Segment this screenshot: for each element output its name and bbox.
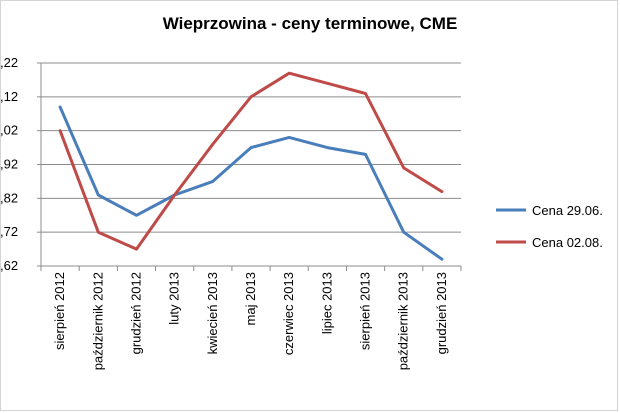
y-tick-label: ,62 [0, 258, 18, 273]
legend-label-2: Cena 02.08. [532, 235, 603, 250]
y-tick-label: ,92 [0, 157, 18, 172]
x-tick-label: luty 2013 [167, 272, 182, 325]
x-tick-label: sierpień 2012 [52, 272, 67, 350]
legend-label-1: Cena 29.06. [532, 203, 603, 218]
series-line-2 [58, 71, 444, 251]
y-tick-label: ,72 [0, 224, 18, 239]
x-tick-label: grudzień 2012 [128, 272, 143, 354]
x-tick-label: październik 2012 [90, 272, 105, 370]
x-tick-label: sierpień 2013 [358, 272, 373, 350]
x-tick-label: październik 2013 [396, 272, 411, 370]
x-tick-label: lipiec 2013 [319, 272, 334, 334]
y-tick-label: ,02 [0, 123, 18, 138]
x-tick-label: grudzień 2013 [434, 272, 449, 354]
x-tick-label: maj 2013 [243, 272, 258, 325]
y-tick-label: ,82 [0, 190, 18, 205]
x-tick-label: czerwiec 2013 [281, 272, 296, 355]
y-tick-label: ,12 [0, 89, 18, 104]
chart-title: Wieprzowina - ceny terminowe, CME [162, 14, 458, 33]
series-line-1 [58, 105, 444, 261]
y-tick-label: ,22 [0, 55, 18, 70]
x-tick-label: kwiecień 2013 [205, 272, 220, 354]
